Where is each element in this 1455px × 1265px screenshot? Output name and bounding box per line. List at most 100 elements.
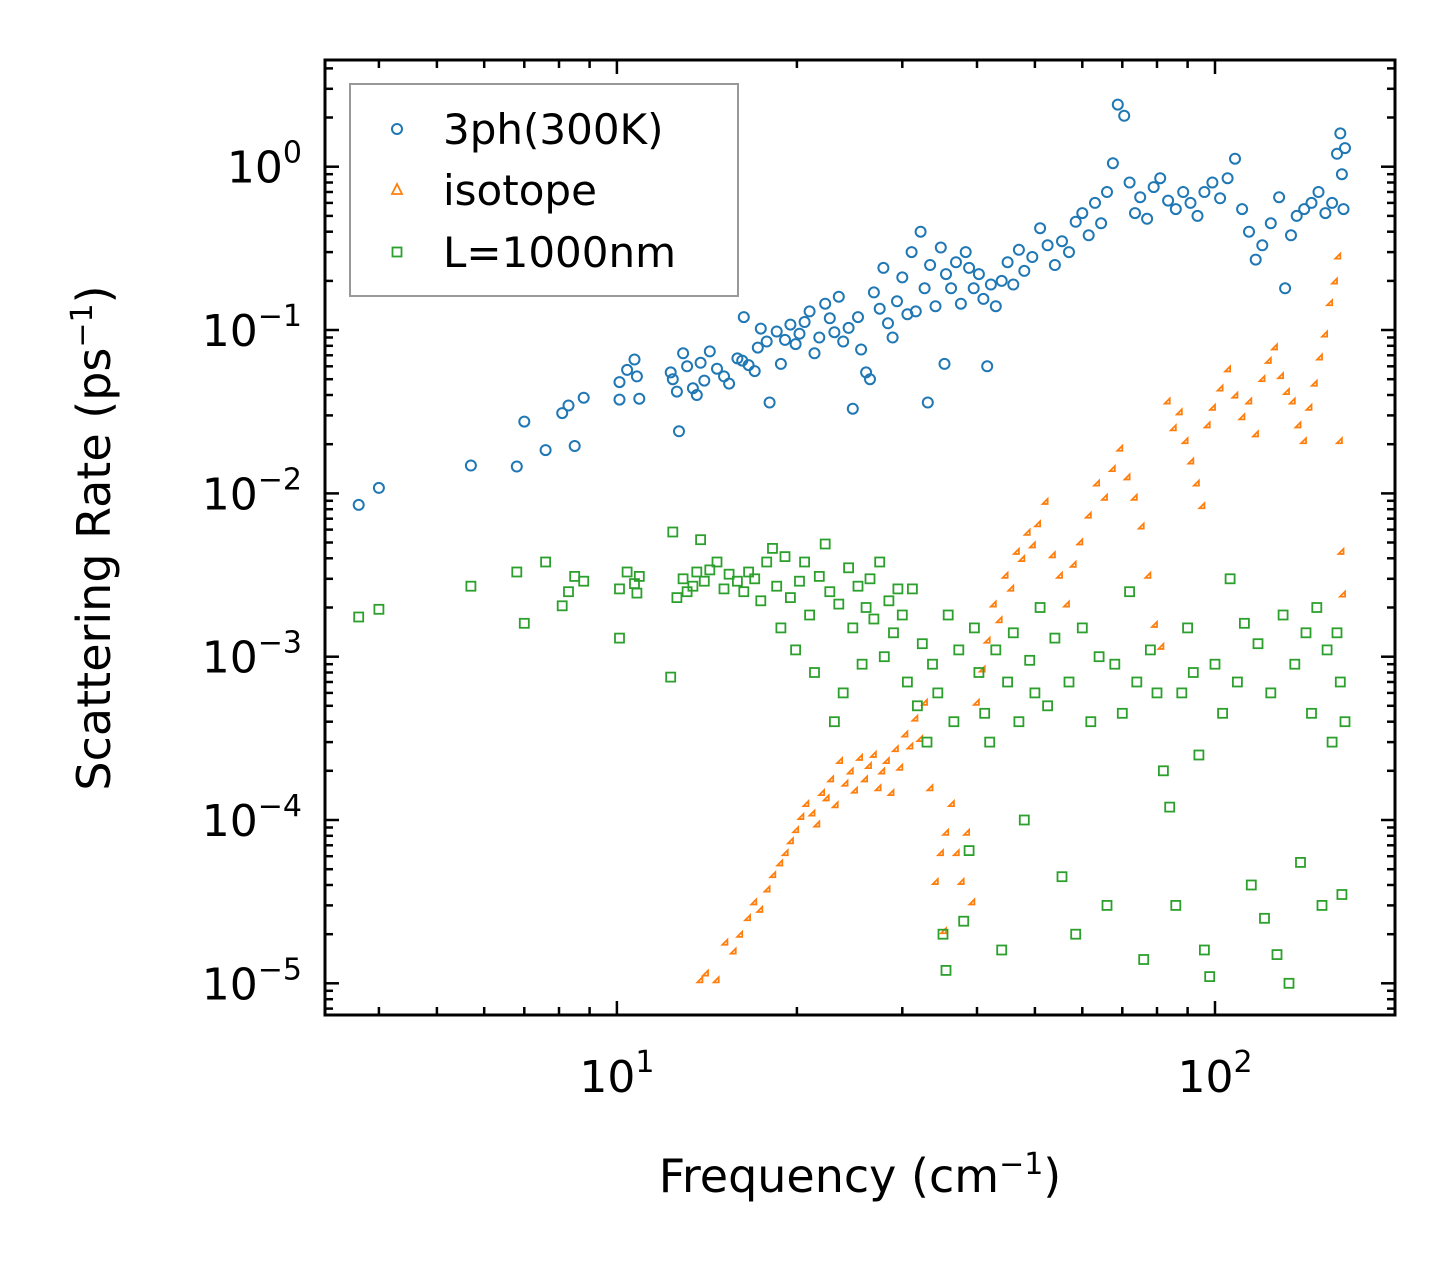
square-point: [1182, 622, 1193, 634]
x-tick-label: 101: [579, 1045, 654, 1103]
square-point: [1176, 687, 1188, 699]
triangle-point: [840, 778, 849, 787]
triangle-point: [971, 697, 980, 706]
circle-point: [774, 357, 787, 370]
triangle-point: [1304, 402, 1313, 411]
circle-point: [977, 292, 990, 305]
triangle-point: [1162, 396, 1171, 405]
circle-point: [711, 362, 723, 375]
y-tick-label: 10−5: [202, 952, 302, 1010]
triangle-point: [1040, 496, 1049, 505]
square-point: [691, 566, 703, 578]
square-point: [779, 551, 791, 562]
square-point: [665, 671, 677, 683]
triangle-point: [1191, 478, 1200, 487]
circle-point: [954, 297, 967, 310]
triangle-point: [1334, 436, 1343, 445]
tick-labels: 101 102 100 10−1 10−2 10−3 10−4 10−5: [202, 136, 1253, 1103]
triangle-point: [1156, 641, 1165, 650]
y-tick-label: 10−3: [202, 626, 302, 684]
circle-point: [789, 338, 802, 351]
circle-point: [921, 396, 934, 409]
triangle-point: [1324, 298, 1334, 307]
triangle-point: [735, 929, 744, 938]
triangle-point: [854, 752, 864, 761]
square-point: [631, 587, 643, 599]
triangle-point: [830, 800, 839, 809]
legend-marker-circle: [391, 123, 403, 135]
square-point: [1049, 632, 1061, 644]
circle-point: [1305, 196, 1318, 209]
square-point: [518, 617, 530, 629]
triangle-point: [1250, 429, 1259, 438]
circle-point: [1339, 142, 1351, 155]
circle-point: [832, 290, 845, 303]
triangle-point: [1269, 342, 1278, 351]
square-point: [704, 564, 716, 576]
circle-point: [1041, 239, 1054, 252]
square-point: [775, 622, 787, 634]
square-point: [1300, 627, 1312, 639]
triangle-point: [816, 787, 826, 797]
triangle-point: [1336, 546, 1345, 555]
square-point: [984, 736, 996, 748]
square-point: [1321, 644, 1333, 656]
triangle-point: [1068, 559, 1077, 568]
triangle-point: [895, 762, 904, 771]
circle-point: [690, 389, 703, 401]
circle-point: [698, 374, 711, 387]
square-point: [1034, 602, 1046, 613]
circle-point: [1095, 217, 1108, 230]
triangle-point: [845, 766, 854, 775]
square-point: [979, 707, 991, 719]
triangle-point: [1237, 412, 1246, 421]
legend-marker-square: [391, 246, 403, 258]
square-point: [969, 622, 980, 634]
square-point: [732, 575, 743, 587]
triangle-point: [1298, 436, 1307, 445]
square-point: [799, 556, 810, 568]
square-point: [1024, 654, 1036, 666]
circle-point: [723, 377, 736, 390]
circle-point: [929, 300, 942, 313]
triangle-point: [1202, 420, 1211, 429]
square-point: [902, 676, 913, 688]
triangle-point: [1143, 570, 1152, 579]
triangle-point: [881, 755, 890, 765]
square-point: [677, 573, 689, 585]
triangle-point: [1107, 463, 1116, 473]
square-point: [990, 644, 1002, 656]
square-point: [1101, 900, 1113, 911]
circle-point: [779, 333, 791, 346]
square-point: [749, 573, 761, 585]
triangle-point: [1333, 251, 1342, 260]
triangle-point: [1006, 583, 1015, 592]
circle-point: [1177, 186, 1190, 198]
triangle-point: [711, 975, 720, 984]
square-point: [856, 658, 868, 670]
circle-point: [891, 295, 903, 308]
triangle-point: [1168, 423, 1177, 432]
circle-point: [539, 444, 552, 457]
square-point: [829, 716, 840, 728]
circle-point: [1290, 209, 1303, 222]
circle-point: [803, 305, 816, 318]
square-point: [1316, 900, 1328, 911]
triangle-point: [1230, 390, 1239, 399]
circle-point: [784, 318, 797, 331]
square-point: [833, 598, 845, 610]
triangle-point: [1011, 546, 1020, 555]
square-point: [698, 575, 710, 587]
circle-point: [1279, 282, 1292, 295]
circle-point: [1191, 209, 1204, 222]
circle-point: [1285, 229, 1297, 242]
circle-point: [981, 360, 994, 373]
triangle-point: [1207, 402, 1216, 411]
triangle-point: [801, 798, 810, 808]
circle-point: [1154, 172, 1167, 185]
triangle-point: [1281, 386, 1290, 395]
circle-point: [842, 321, 855, 334]
circle-point: [967, 282, 980, 295]
circle-point: [1206, 176, 1219, 189]
square-point: [540, 556, 551, 568]
